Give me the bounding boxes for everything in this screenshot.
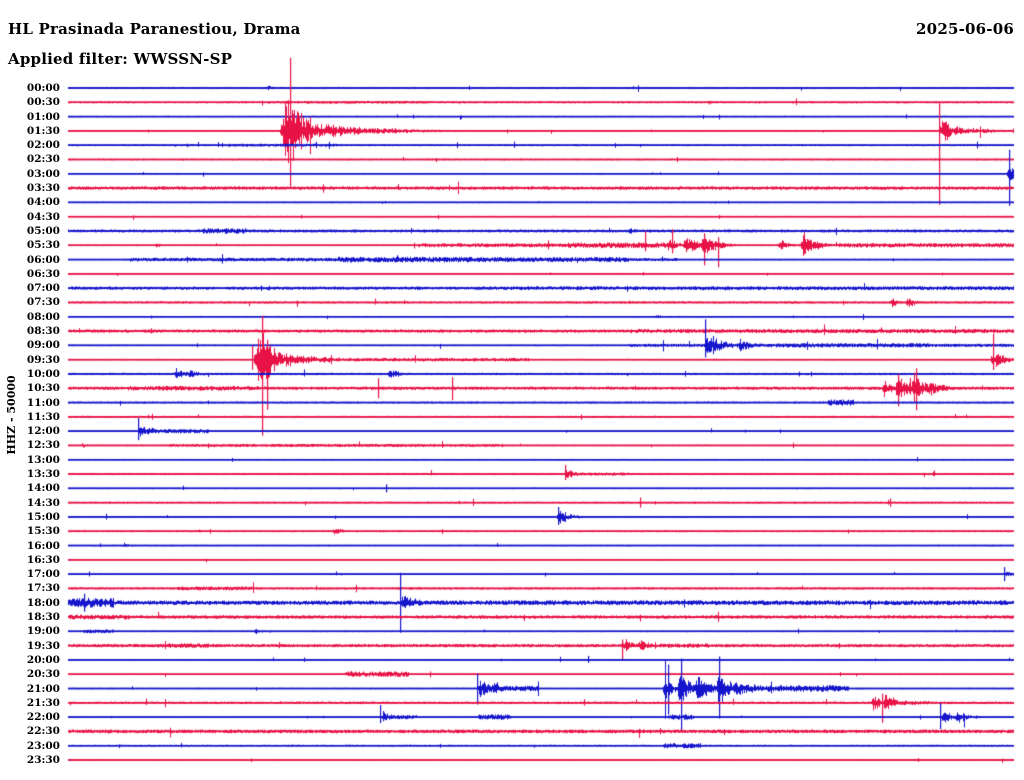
time-label-1330: 13:30 bbox=[26, 468, 60, 481]
time-label-2130: 21:30 bbox=[26, 696, 60, 709]
time-label-1430: 14:30 bbox=[26, 496, 60, 509]
time-label-2300: 23:00 bbox=[26, 739, 60, 752]
time-label-0230: 02:30 bbox=[26, 153, 60, 166]
time-label-0330: 03:30 bbox=[26, 182, 60, 195]
time-label-1000: 10:00 bbox=[26, 367, 60, 380]
time-label-1500: 15:00 bbox=[26, 510, 60, 523]
time-label-1530: 15:30 bbox=[26, 525, 60, 538]
time-label-0730: 07:30 bbox=[26, 296, 60, 309]
time-label-0130: 01:30 bbox=[26, 124, 60, 137]
time-label-1400: 14:00 bbox=[26, 482, 60, 495]
time-label-2330: 23:30 bbox=[26, 754, 60, 766]
time-label-2000: 20:00 bbox=[26, 653, 60, 666]
time-label-0600: 06:00 bbox=[26, 253, 60, 266]
time-label-1300: 13:00 bbox=[26, 453, 60, 466]
time-label-0830: 08:30 bbox=[26, 325, 60, 338]
time-label-1730: 17:30 bbox=[26, 582, 60, 595]
time-label-1230: 12:30 bbox=[26, 439, 60, 452]
time-label-0430: 04:30 bbox=[26, 210, 60, 223]
time-label-2100: 21:00 bbox=[26, 682, 60, 695]
time-label-1830: 18:30 bbox=[26, 611, 60, 624]
time-label-1630: 16:30 bbox=[26, 553, 60, 566]
time-label-0030: 00:30 bbox=[26, 96, 60, 109]
time-label-1200: 12:00 bbox=[26, 425, 60, 438]
time-label-1930: 19:30 bbox=[26, 639, 60, 652]
time-label-0630: 06:30 bbox=[26, 267, 60, 280]
time-label-0300: 03:00 bbox=[26, 167, 60, 180]
time-label-1100: 11:00 bbox=[26, 396, 60, 409]
date-label: 2025-06-06 bbox=[916, 20, 1014, 38]
time-label-0400: 04:00 bbox=[26, 196, 60, 209]
time-label-1130: 11:30 bbox=[26, 410, 60, 423]
time-label-0000: 00:00 bbox=[26, 82, 60, 94]
time-label-0700: 07:00 bbox=[26, 282, 60, 295]
time-label-1800: 18:00 bbox=[26, 596, 60, 609]
time-label-0530: 05:30 bbox=[26, 239, 60, 252]
time-label-1030: 10:30 bbox=[26, 382, 60, 395]
time-label-0930: 09:30 bbox=[26, 353, 60, 366]
time-label-2230: 22:30 bbox=[26, 725, 60, 738]
time-label-0900: 09:00 bbox=[26, 339, 60, 352]
time-label-0500: 05:00 bbox=[26, 224, 60, 237]
time-label-0800: 08:00 bbox=[26, 310, 60, 323]
applied-filter-label: Applied filter: WWSSN-SP bbox=[8, 50, 233, 68]
time-label-0200: 02:00 bbox=[26, 139, 60, 152]
time-label-2200: 22:00 bbox=[26, 711, 60, 724]
time-label-1900: 19:00 bbox=[26, 625, 60, 638]
station-title: HL Prasinada Paranestiou, Drama bbox=[8, 20, 301, 38]
time-label-0100: 01:00 bbox=[26, 110, 60, 123]
time-label-2030: 20:30 bbox=[26, 668, 60, 681]
time-label-1700: 17:00 bbox=[26, 568, 60, 581]
time-label-1600: 16:00 bbox=[26, 539, 60, 552]
